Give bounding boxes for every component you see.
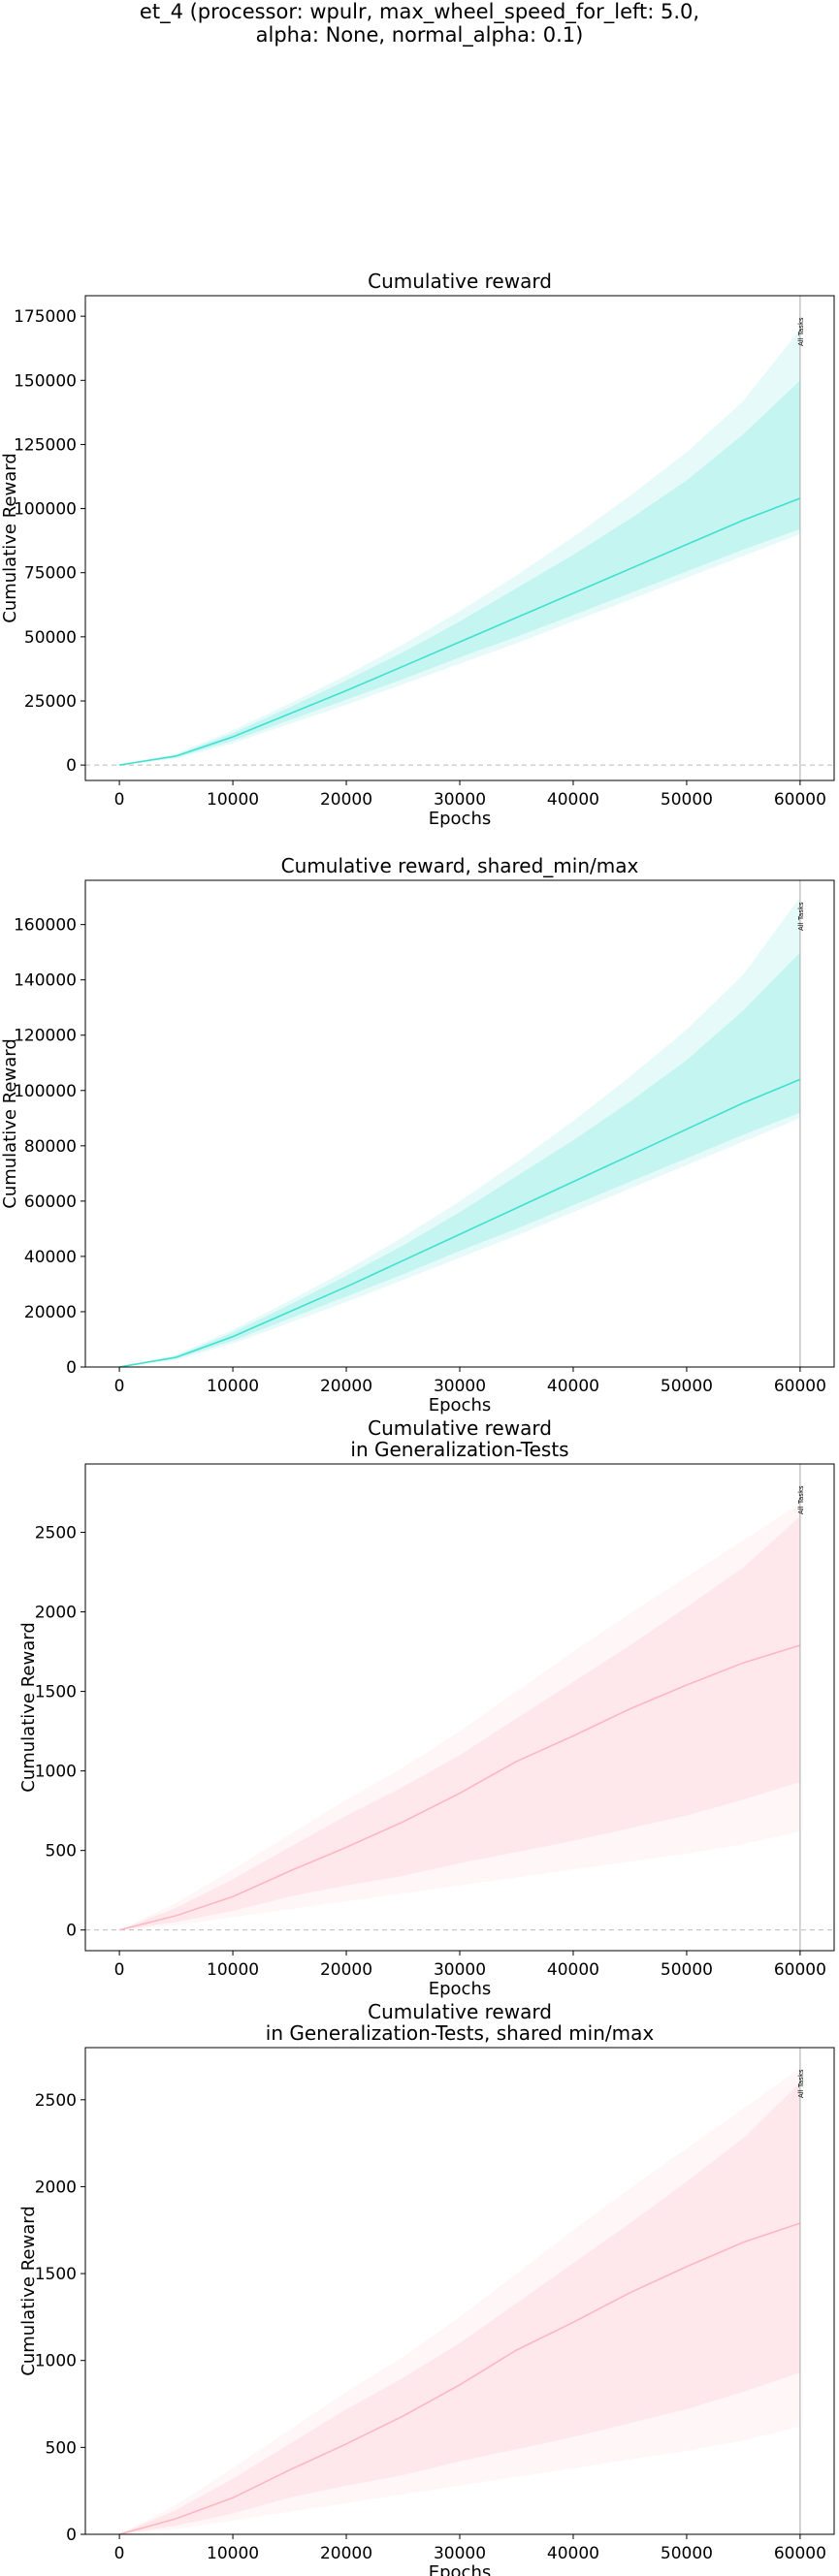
x-tick-label: 20000: [320, 1960, 372, 1980]
chart-2: All Tasks 0 10000 20000 30000 40000 50000 60000…: [0, 854, 835, 1415]
x-tick-label: 0: [114, 790, 125, 810]
x-tick-label: 20000: [320, 2544, 372, 2563]
x-tick-label: 0: [114, 2544, 125, 2563]
inner-band: [119, 2082, 800, 2534]
mean-line: [118, 1078, 801, 1368]
y-tick-label: 2000: [35, 1604, 77, 1623]
chart-title: in Generalization-Tests: [350, 1438, 568, 1461]
chart-title: Cumulative reward: [368, 1416, 552, 1440]
suptitle-line-1: et_4 (processor: wpulr, max_wheel_speed_…: [139, 0, 700, 23]
x-tick-label: 10000: [207, 790, 259, 810]
y-tick-label: 140000: [14, 971, 77, 991]
y-tick-label: 50000: [24, 628, 77, 648]
all-tasks-label: All Tasks: [797, 317, 805, 346]
x-tick-label: 0: [114, 1960, 125, 1980]
y-tick-label: 20000: [24, 1303, 77, 1322]
suptitle-line-2: alpha: None, normal_alpha: 0.1): [255, 23, 584, 47]
x-axis-label: Epochs: [429, 2562, 492, 2576]
mean-line: [118, 1644, 801, 1931]
y-tick-label: 100000: [14, 1082, 77, 1101]
outer-band: [119, 329, 800, 766]
y-tick-label: 2500: [35, 1524, 77, 1543]
y-tick-label: 2500: [35, 2091, 77, 2111]
inner-band: [119, 1516, 800, 1930]
x-tick-label: 60000: [774, 1960, 826, 1980]
x-axis-label: Epochs: [429, 809, 492, 829]
y-tick-label: 80000: [24, 1137, 77, 1157]
y-tick-label: 500: [46, 2438, 77, 2458]
y-axis-label: Cumulative Reward: [0, 453, 20, 623]
y-tick-label: 0: [66, 1922, 77, 1941]
x-tick-label: 40000: [547, 2544, 599, 2563]
y-tick-label: 1000: [35, 2352, 77, 2371]
y-tick-label: 0: [66, 2526, 77, 2545]
x-tick-label: 50000: [661, 790, 713, 810]
y-tick-label: 150000: [14, 371, 77, 391]
y-tick-label: 125000: [14, 435, 77, 455]
x-tick-label: 60000: [774, 1377, 826, 1396]
x-tick-label: 60000: [774, 2544, 826, 2563]
y-tick-label: 75000: [24, 564, 77, 584]
all-tasks-label: All Tasks: [797, 1485, 805, 1514]
x-tick-label: 20000: [320, 1377, 372, 1396]
x-tick-label: 40000: [547, 1960, 599, 1980]
x-tick-label: 20000: [320, 790, 372, 810]
y-tick-label: 175000: [14, 307, 77, 327]
y-tick-label: 40000: [24, 1248, 77, 1267]
x-tick-label: 10000: [207, 1377, 259, 1396]
x-tick-label: 30000: [434, 1377, 486, 1396]
x-tick-label: 30000: [434, 790, 486, 810]
y-tick-label: 25000: [24, 692, 77, 712]
mean-line: [118, 497, 801, 766]
x-tick-label: 50000: [661, 1960, 713, 1980]
x-tick-label: 40000: [547, 1377, 599, 1396]
y-tick-label: 1500: [35, 2265, 77, 2284]
y-tick-label: 0: [66, 1358, 77, 1378]
x-tick-label: 60000: [774, 790, 826, 810]
y-tick-label: 100000: [14, 500, 77, 520]
y-tick-label: 500: [46, 1842, 77, 1861]
y-tick-label: 2000: [35, 2178, 77, 2197]
inner-band: [119, 952, 800, 1367]
x-tick-label: 30000: [434, 2544, 486, 2563]
x-axis-label: Epochs: [429, 1395, 492, 1415]
x-tick-label: 10000: [207, 1960, 259, 1980]
all-tasks-label: All Tasks: [797, 902, 805, 931]
x-tick-label: 40000: [547, 790, 599, 810]
y-tick-label: 1500: [35, 1683, 77, 1702]
chart-title: Cumulative reward, shared_min/max: [281, 854, 639, 877]
inner-band: [119, 380, 800, 766]
y-axis-label: Cumulative Reward: [18, 1622, 39, 1793]
chart-1: All Tasks 0 10000 20000 30000 40000 50000 60000…: [0, 270, 835, 829]
y-axis-label: Cumulative Reward: [18, 2206, 39, 2376]
x-tick-label: 10000: [207, 2544, 259, 2563]
y-tick-label: 1000: [35, 1763, 77, 1782]
x-axis-label: Epochs: [429, 1979, 492, 1999]
chart-title: Cumulative reward: [368, 270, 552, 293]
outer-band: [119, 897, 800, 1367]
x-tick-label: 0: [114, 1377, 125, 1396]
outer-band: [119, 2068, 800, 2534]
all-tasks-label: All Tasks: [797, 2069, 805, 2098]
chart-title: in Generalization-Tests, shared min/max: [266, 2021, 655, 2045]
outer-band: [119, 1504, 800, 1930]
x-tick-label: 30000: [434, 1960, 486, 1980]
chart-title: Cumulative reward: [368, 2000, 552, 2023]
x-tick-label: 50000: [661, 1377, 713, 1396]
y-tick-label: 160000: [14, 916, 77, 936]
x-tick-label: 50000: [661, 2544, 713, 2563]
figure-suptitle: et_4 (processor: wpulr, max_wheel_speed_…: [0, 0, 839, 47]
y-tick-label: 0: [66, 756, 77, 776]
y-axis-label: Cumulative Reward: [0, 1038, 20, 1209]
y-tick-label: 120000: [14, 1027, 77, 1046]
y-tick-label: 60000: [24, 1193, 77, 1212]
mean-line: [118, 2222, 801, 2535]
